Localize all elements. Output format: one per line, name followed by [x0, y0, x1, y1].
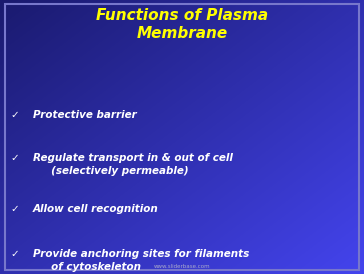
- Text: Functions of Plasma
Membrane: Functions of Plasma Membrane: [96, 8, 268, 41]
- Text: ✓: ✓: [11, 110, 20, 119]
- Text: Allow cell recognition: Allow cell recognition: [33, 204, 158, 214]
- Text: ✓: ✓: [11, 204, 20, 214]
- Text: Protective barrier: Protective barrier: [33, 110, 136, 119]
- Text: Provide anchoring sites for filaments
     of cytoskeleton: Provide anchoring sites for filaments of…: [33, 249, 249, 272]
- Text: ✓: ✓: [11, 153, 20, 163]
- Text: ✓: ✓: [11, 249, 20, 259]
- Text: www.sliderbase.com: www.sliderbase.com: [154, 264, 210, 269]
- Text: Regulate transport in & out of cell
     (selectively permeable): Regulate transport in & out of cell (sel…: [33, 153, 233, 176]
